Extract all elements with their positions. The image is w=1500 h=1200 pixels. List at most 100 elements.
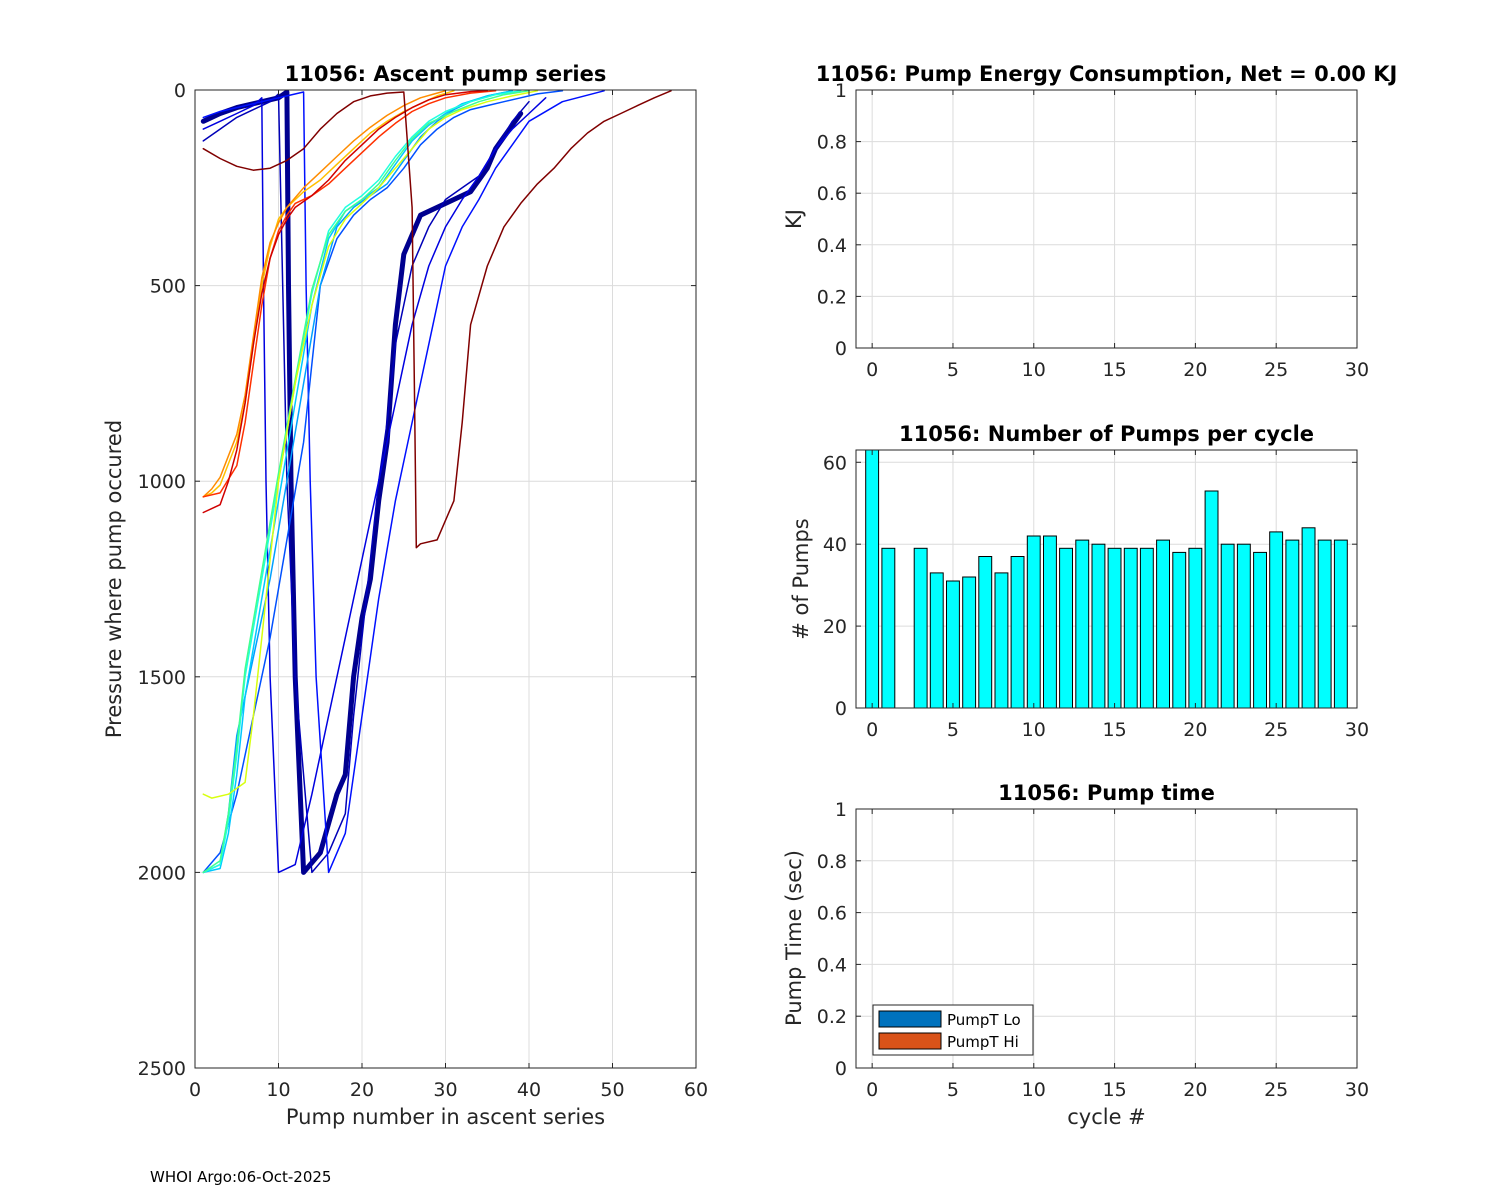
ptime-xtick-label: 15	[1102, 1079, 1126, 1101]
ascent-ytick-label: 2500	[138, 1058, 186, 1080]
series-line-cycle-29	[202, 90, 672, 549]
pumps-ytick-label: 40	[823, 534, 847, 556]
pumps-bar-cycle-7	[978, 556, 993, 709]
ptime-ytick-label: 0.4	[817, 954, 847, 976]
ascent-series-group	[200, 89, 672, 875]
energy-ytick-label: 0.2	[817, 286, 847, 308]
ptime-legend: PumpT Lo PumpT Hi	[872, 1004, 1034, 1056]
pumps-bar-cycle-4	[929, 572, 944, 709]
pumps-xtick-label: 10	[1022, 719, 1046, 741]
series-line-cycle-25	[202, 90, 447, 498]
pumps-bar-cycle-11	[1043, 535, 1057, 709]
pumps-bar-cycle-17	[1139, 547, 1154, 709]
pumps-ylabel: # of Pumps	[789, 518, 813, 640]
pumps-xtick-label: 5	[947, 719, 959, 741]
ascent-ticks: 0 10 20 30 40 50 60 0 500 1000 1500 2000 2500	[138, 80, 708, 1101]
ascent-xtick-label: 20	[350, 1079, 374, 1101]
pumps-bar-cycle-23	[1236, 543, 1251, 709]
pumps-axes-frame	[855, 449, 1358, 709]
legend-label-pumpt-lo: PumpT Lo	[947, 1011, 1021, 1029]
pumps-bar-cycle-22	[1220, 543, 1235, 709]
ascent-ylabel: Pressure where pump occured	[102, 420, 126, 738]
series-line-cycle-1	[202, 93, 530, 874]
energy-ticks: 0 5 10 15 20 25 30 0 0.2 0.4 0.6 0.8 1	[817, 80, 1369, 381]
ptime-ylabel: Pump Time (sec)	[782, 850, 806, 1026]
pumps-bar-cycle-27	[1301, 527, 1316, 709]
ascent-xtick-label: 10	[266, 1079, 290, 1101]
pumps-xtick-label: 20	[1183, 719, 1207, 741]
ptime-ytick-label: 1	[835, 799, 847, 821]
ascent-ytick-label: 1500	[138, 667, 186, 689]
energy-xtick-label: 0	[866, 359, 878, 381]
pumps-ytick-label: 20	[823, 616, 847, 638]
footer-text: WHOI Argo:06-Oct-2025	[150, 1168, 331, 1186]
energy-axes-frame	[855, 89, 1358, 349]
pump-time-chart: 0 5 10 15 20 25 30 0 0.2 0.4 0.6 0.8 1 11056: Pump t…	[782, 781, 1369, 1129]
pumps-ytick-label: 0	[835, 698, 847, 720]
ascent-xtick-label: 30	[433, 1079, 457, 1101]
ascent-xtick-label: 0	[189, 1079, 201, 1101]
series-line-cycle-8	[202, 90, 564, 874]
ptime-axes-frame	[855, 808, 1358, 1069]
ascent-title: 11056: Ascent pump series	[285, 62, 607, 86]
ascent-ytick-label: 0	[174, 80, 186, 102]
ptime-ytick-label: 0.6	[817, 903, 847, 925]
energy-ytick-label: 0.6	[817, 183, 847, 205]
ptime-xtick-label: 5	[947, 1079, 959, 1101]
ascent-xtick-label: 40	[517, 1079, 541, 1101]
pumps-bar-cycle-25	[1269, 531, 1284, 709]
pumps-bar-cycle-29	[1333, 539, 1348, 709]
series-line-cycle-16	[202, 90, 522, 874]
ptime-ticks: 0 5 10 15 20 25 30 0 0.2 0.4 0.6 0.8 1	[817, 799, 1369, 1101]
ptime-xtick-label: 10	[1022, 1079, 1046, 1101]
ptime-xtick-label: 0	[866, 1079, 878, 1101]
pumps-bar-cycle-12	[1059, 547, 1073, 709]
energy-xtick-label: 30	[1345, 359, 1369, 381]
pumps-bar-cycle-26	[1285, 539, 1300, 709]
energy-ytick-label: 1	[835, 80, 847, 102]
ascent-xlabel: Pump number in ascent series	[286, 1105, 605, 1129]
legend-label-pumpt-hi: PumpT Hi	[947, 1033, 1019, 1051]
ascent-ytick-label: 2000	[138, 862, 186, 884]
pumps-bar-cycle-16	[1123, 547, 1138, 709]
pumps-bar-cycle-21	[1204, 490, 1219, 709]
ptime-ytick-label: 0.8	[817, 851, 847, 873]
ascent-pump-series-chart: 0 10 20 30 40 50 60 0 500 1000 1500 2000 2500 11056:…	[102, 62, 708, 1129]
pumps-bar-cycle-1	[881, 547, 896, 709]
ascent-xtick-label: 60	[684, 1079, 708, 1101]
pumps-bars	[865, 449, 1348, 709]
series-line-cycle-3	[202, 97, 547, 874]
pumps-ytick-label: 60	[823, 452, 847, 474]
pumps-xtick-label: 15	[1102, 719, 1126, 741]
energy-title: 11056: Pump Energy Consumption, Net = 0.…	[816, 62, 1398, 86]
pumps-bar-cycle-6	[962, 576, 977, 709]
ptime-xlabel: cycle #	[1067, 1105, 1146, 1129]
pumps-ticks: 0 5 10 15 20 25 30 0 20 40 60	[823, 450, 1369, 741]
ascent-ytick-label: 1000	[138, 471, 186, 493]
energy-ytick-label: 0.8	[817, 132, 847, 154]
energy-ytick-label: 0	[835, 338, 847, 360]
series-line-cycle-28	[202, 90, 489, 514]
pumps-bar-cycle-5	[946, 580, 960, 709]
ptime-xtick-label: 30	[1345, 1079, 1369, 1101]
series-line-cycle-18	[202, 90, 530, 874]
energy-ylabel: KJ	[782, 209, 806, 229]
energy-xtick-label: 10	[1022, 359, 1046, 381]
ptime-xtick-label: 20	[1183, 1079, 1207, 1101]
series-line-cycle-0	[200, 89, 524, 875]
series-line-cycle-21	[202, 90, 539, 799]
energy-xtick-label: 25	[1264, 359, 1288, 381]
ascent-xtick-label: 50	[600, 1079, 624, 1101]
pumps-bar-cycle-14	[1091, 543, 1106, 709]
energy-consumption-chart: 0 5 10 15 20 25 30 0 0.2 0.4 0.6 0.8 1 11056: Pump E…	[782, 62, 1397, 381]
pumps-bar-cycle-3	[913, 547, 928, 709]
energy-xtick-label: 5	[947, 359, 959, 381]
pumps-per-cycle-chart: 0 5 10 15 20 25 30 0 20 40 60 11056: Number of Pum…	[789, 422, 1369, 741]
pumps-xtick-label: 0	[866, 719, 878, 741]
legend-swatch-pumpt-lo	[878, 1010, 942, 1028]
pumps-bar-cycle-24	[1253, 551, 1267, 709]
pumps-bar-cycle-20	[1188, 547, 1203, 709]
pumps-bar-cycle-9	[1010, 556, 1025, 709]
pumps-bar-cycle-18	[1156, 539, 1170, 709]
pumps-xtick-label: 30	[1345, 719, 1369, 741]
